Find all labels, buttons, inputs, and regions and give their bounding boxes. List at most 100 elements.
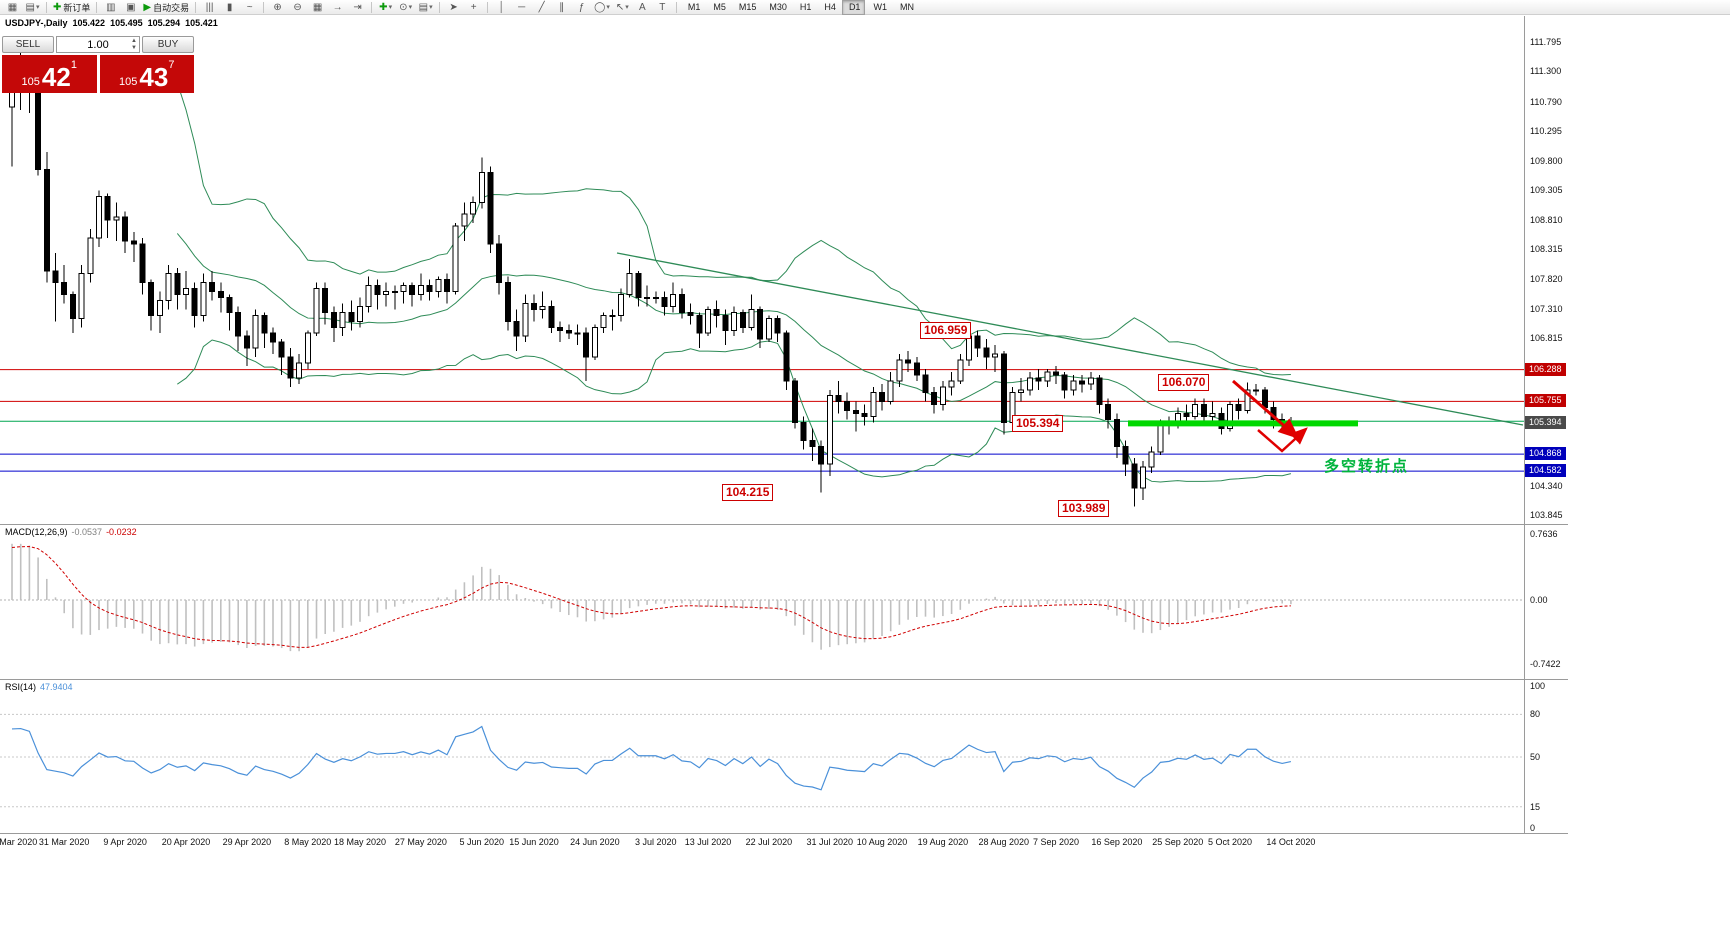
timeframe-w1-button[interactable]: W1: [866, 0, 892, 15]
cursor-button[interactable]: ➤: [444, 1, 463, 14]
candles-layer: [9, 47, 1294, 507]
timeframe-h1-button-label: H1: [799, 2, 812, 12]
periods-button[interactable]: ⊙ ▾: [396, 1, 415, 14]
price-label-annotation: 105.394: [1012, 415, 1064, 432]
timeframe-m5-button[interactable]: M5: [706, 0, 731, 15]
timeframe-m1-button[interactable]: M1: [681, 0, 706, 15]
macd-axis-tick: 0.7636: [1530, 529, 1558, 540]
y-axis-tick: 111.795: [1530, 37, 1562, 47]
toolbar-separator: [46, 1, 47, 13]
price-label-annotation: 103.989: [1058, 500, 1110, 517]
timeframe-m1-button-label: M1: [687, 2, 701, 12]
horizontal-line-button[interactable]: ─: [512, 1, 531, 14]
volume-stepper[interactable]: ▲ ▼: [131, 38, 137, 52]
templates-button[interactable]: ▤ ▾: [416, 1, 435, 14]
x-axis-tick: 13 Jul 2020: [684, 837, 732, 847]
toolbar-separator: [439, 1, 441, 13]
toolbar-separator: [487, 1, 489, 13]
arrows-button[interactable]: ↖ ▾: [613, 1, 632, 14]
y-axis-tick: 111.300: [1530, 66, 1562, 77]
x-axis-tick: 19 Aug 2020: [917, 837, 969, 847]
market-watch-button[interactable]: ▥: [101, 1, 120, 14]
new-order-button[interactable]: ✚ 新订单: [51, 1, 92, 14]
indicators-button[interactable]: ✚ ▾: [376, 1, 395, 14]
y-axis-tick: 107.310: [1530, 303, 1563, 314]
zoom-out-button[interactable]: ⊖: [288, 1, 307, 14]
volume-down-icon[interactable]: ▼: [131, 45, 137, 51]
trendline-object[interactable]: [616, 252, 1524, 426]
rsi-axis-tick: 15: [1530, 801, 1541, 812]
line-chart-button[interactable]: ~: [240, 1, 259, 14]
chevron-down-icon: ▾: [625, 4, 629, 11]
fibonacci-button[interactable]: ƒ: [572, 1, 591, 14]
ask-price-box[interactable]: 105 43 7: [99, 55, 194, 93]
bid-price-box[interactable]: 105 42 1: [2, 55, 97, 93]
zoom-in-icon: ⊕: [273, 1, 282, 13]
text-label-button[interactable]: T: [653, 1, 672, 14]
x-axis-tick: 24 Jun 2020: [570, 837, 620, 847]
data-window-button[interactable]: ▣: [121, 1, 140, 14]
volume-value[interactable]: 1.00: [87, 38, 109, 51]
rsi-axis-tick: 100: [1530, 681, 1546, 691]
timeframe-mn-button[interactable]: MN: [893, 0, 919, 15]
vertical-line-button[interactable]: │: [492, 1, 511, 14]
bar-chart-button[interactable]: |||: [200, 1, 219, 14]
timeframe-d1-button[interactable]: D1: [841, 0, 866, 15]
one-click-trading-panel: SELL 1.00 ▲ ▼ BUY 105 42 1 105 43 7: [2, 36, 194, 93]
timeframe-h4-button[interactable]: H4: [817, 0, 841, 15]
tile-windows-button[interactable]: ▦: [308, 1, 327, 14]
x-axis-tick: 9 Apr 2020: [103, 837, 147, 847]
x-axis-tick: 10 Aug 2020: [856, 837, 908, 847]
data-window-icon: ▣: [126, 1, 136, 13]
chevron-down-icon: ▾: [606, 4, 610, 11]
volume-up-icon[interactable]: ▲: [131, 38, 137, 44]
rsi-axis-tick: 0: [1530, 823, 1536, 833]
fibonacci-icon: ƒ: [578, 1, 585, 13]
level-lines-layer[interactable]: [0, 369, 1524, 472]
low-value: 105.294: [147, 18, 181, 28]
chevron-down-icon: ▾: [408, 4, 413, 11]
arrow-annotations[interactable]: [1232, 379, 1308, 453]
crosshair-button[interactable]: +: [464, 1, 483, 14]
chevron-down-icon: ▾: [429, 4, 433, 11]
toolbar-separator: [371, 1, 373, 13]
y-axis-tick: 110.790: [1530, 96, 1562, 107]
autotrading-button[interactable]: ▶ 自动交易: [141, 1, 191, 14]
macd-layer: [0, 543, 1524, 652]
y-axis-tick: 109.800: [1530, 155, 1563, 166]
price-tag: 104.868: [1525, 447, 1566, 461]
buy-button[interactable]: BUY: [142, 36, 194, 53]
chevron-down-icon: ▾: [35, 4, 40, 11]
trendline-button[interactable]: ╱: [532, 1, 551, 14]
timeframe-m15-button[interactable]: M15: [732, 0, 762, 15]
new-chart-button[interactable]: ▦: [3, 1, 22, 14]
timeframe-m30-button[interactable]: M30: [762, 0, 792, 15]
shapes-icon: ◯: [594, 1, 606, 13]
y-axis-tick: 107.820: [1530, 273, 1563, 284]
text-button[interactable]: A: [633, 1, 652, 14]
templates-icon: ▤: [418, 1, 429, 13]
shapes-button[interactable]: ◯ ▾: [592, 1, 612, 14]
x-axis-tick: 18 May 2020: [333, 837, 387, 847]
x-axis-tick: 22 Jul 2020: [745, 837, 793, 847]
x-axis-tick: 5 Jun 2020: [459, 837, 505, 847]
new-order-button-label: 新订单: [63, 2, 91, 13]
chevron-down-icon: ▾: [388, 4, 393, 11]
sell-button[interactable]: SELL: [2, 36, 54, 53]
volume-field[interactable]: 1.00 ▲ ▼: [56, 36, 140, 53]
price-tag: 106.288: [1525, 362, 1566, 376]
channel-button[interactable]: ∥: [552, 1, 571, 14]
profiles-button[interactable]: ▤ ▾: [23, 1, 42, 14]
chart-shift-button[interactable]: ⇥: [348, 1, 367, 14]
timeframe-m5-button-label: M5: [713, 2, 726, 12]
open-value: 105.422: [72, 18, 106, 28]
timeframe-h1-button[interactable]: H1: [793, 0, 817, 15]
trendline-icon: ╱: [538, 1, 545, 13]
x-axis-tick: 31 Jul 2020: [806, 837, 854, 847]
auto-scroll-button[interactable]: →: [328, 1, 347, 14]
x-axis-tick: 7 Sep 2020: [1032, 837, 1080, 847]
zoom-in-button[interactable]: ⊕: [268, 1, 287, 14]
candlestick-chart-button[interactable]: ▮: [220, 1, 239, 14]
